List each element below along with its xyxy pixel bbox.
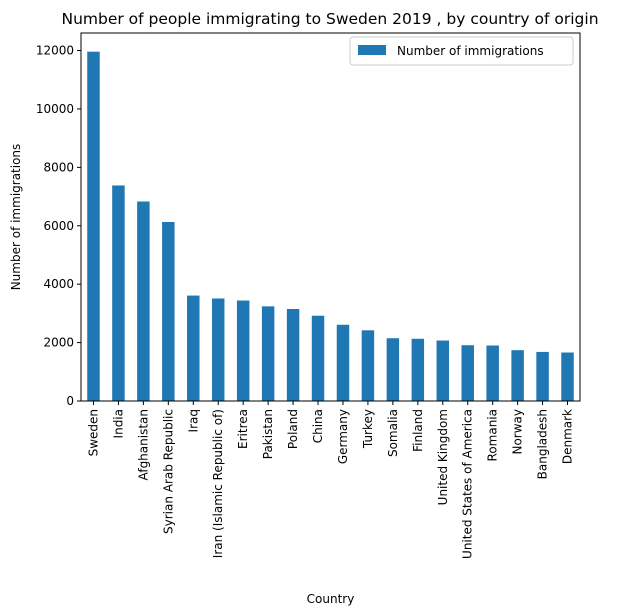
plot-area-frame — [80, 32, 581, 402]
x-tick-label: Turkey — [361, 409, 375, 449]
y-tick-label: 6000 — [43, 219, 74, 233]
bar — [461, 345, 474, 401]
x-tick-label: China — [311, 409, 325, 443]
y-tick-label: 0 — [66, 394, 74, 408]
bar — [561, 352, 574, 401]
x-tick-label: Sweden — [86, 409, 100, 456]
x-tick-label: Germany — [336, 409, 350, 464]
y-tick-label: 8000 — [43, 160, 74, 174]
bar — [436, 340, 450, 401]
y-tick-label: 12000 — [36, 44, 74, 58]
legend-swatch — [358, 45, 386, 55]
x-tick-label: Romania — [486, 409, 500, 461]
x-tick-label: Afghanistan — [136, 409, 150, 480]
bar — [137, 201, 150, 401]
x-tick-label: Syrian Arab Republic — [161, 409, 175, 534]
bar — [261, 306, 275, 401]
y-axis-label: Number of immigrations — [9, 144, 23, 291]
x-tick-label: Pakistan — [261, 409, 275, 459]
bar — [112, 185, 125, 401]
y-tick-label: 2000 — [43, 336, 74, 350]
legend-label: Number of immigrations — [397, 44, 544, 58]
x-tick-label: Finland — [411, 409, 425, 452]
x-tick-label: Iran (Islamic Republic of) — [211, 409, 225, 558]
bar — [187, 295, 200, 401]
x-axis-ticks: Sweden India Afghanistan Syrian Arab Republ… — [86, 401, 575, 559]
x-tick-label: Eritrea — [236, 409, 250, 449]
bar — [386, 338, 400, 401]
x-axis-label: Country — [307, 592, 355, 606]
x-tick-label: Norway — [511, 409, 525, 455]
bar — [286, 309, 300, 401]
bars-group — [87, 51, 574, 401]
x-tick-label: United Kingdom — [436, 409, 450, 505]
bar — [311, 315, 325, 401]
bar — [236, 300, 250, 401]
bar — [336, 324, 350, 401]
x-tick-label: Iraq — [186, 409, 200, 432]
x-tick-label: United States of America — [461, 409, 475, 559]
chart-title: Number of people immigrating to Sweden 2… — [61, 10, 598, 28]
bar — [511, 350, 524, 401]
legend: Number of immigrations — [349, 36, 574, 66]
x-tick-label: Denmark — [561, 409, 575, 464]
bar — [211, 298, 225, 401]
bar — [361, 330, 375, 401]
bar — [536, 351, 549, 401]
x-tick-label: Poland — [286, 409, 300, 449]
x-tick-label: India — [111, 409, 125, 438]
legend-frame — [349, 36, 574, 66]
bar — [486, 345, 499, 401]
bar — [87, 51, 100, 401]
x-tick-label: Bangladesh — [536, 409, 550, 479]
y-tick-label: 10000 — [36, 102, 74, 116]
bar — [411, 338, 425, 401]
y-axis-ticks: 0 2000 4000 6000 8000 10000 12000 — [36, 44, 81, 408]
y-tick-label: 4000 — [43, 277, 74, 291]
bar — [162, 221, 175, 401]
x-tick-label: Somalia — [386, 409, 400, 457]
